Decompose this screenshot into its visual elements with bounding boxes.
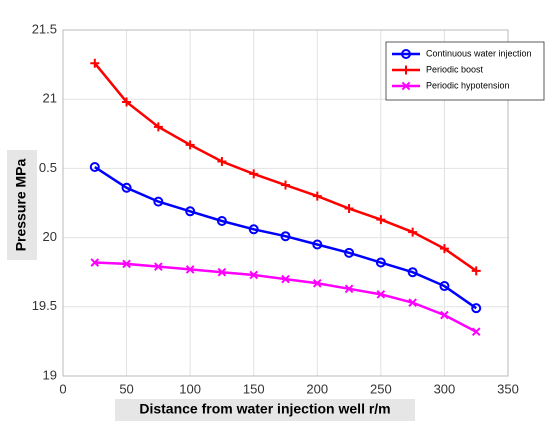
plot-border (62, 29, 509, 377)
x-label-box (115, 399, 415, 421)
marker (122, 259, 131, 269)
marker (471, 327, 481, 337)
marker (376, 290, 386, 299)
marker (471, 266, 481, 276)
marker (153, 122, 163, 132)
marker (312, 191, 322, 201)
marker (89, 162, 100, 173)
y-axis-title: Pressure MPa (13, 158, 29, 251)
marker (344, 204, 354, 214)
marker (249, 169, 259, 179)
marker (154, 262, 163, 271)
marker (312, 239, 323, 250)
y-tick-label: 0.5 (39, 160, 57, 175)
y-tick-label: 20 (43, 229, 57, 244)
marker (185, 140, 195, 150)
legend-marker (401, 81, 411, 91)
y-tick-label: 21 (43, 91, 57, 106)
marker (216, 215, 227, 226)
marker (281, 180, 290, 190)
legend: Continuous water injection Periodic boost… (385, 41, 545, 101)
marker (440, 310, 449, 320)
marker (471, 303, 482, 314)
legend-marker (401, 65, 411, 75)
marker (408, 227, 418, 237)
marker (344, 247, 355, 258)
marker (90, 258, 100, 267)
marker (121, 182, 132, 193)
marker (312, 278, 322, 288)
marker (185, 206, 196, 217)
marker (408, 298, 417, 307)
x-tick-label: 100 (179, 381, 201, 396)
marker (439, 281, 450, 292)
x-tick-label: 250 (370, 381, 392, 396)
y-tick-label: 19 (43, 367, 57, 382)
x-tick-label: 350 (497, 381, 519, 396)
marker (375, 257, 386, 268)
marker (376, 215, 386, 225)
marker (185, 265, 195, 274)
marker (249, 270, 259, 280)
x-tick-label: 150 (243, 381, 265, 396)
legend-marker (401, 49, 411, 59)
marker (153, 196, 164, 207)
legend-label: Periodic hypotension (426, 80, 510, 90)
y-label-box (7, 150, 37, 260)
marker (281, 274, 290, 284)
x-tick-label: 50 (119, 381, 133, 396)
x-tick-label: 0 (59, 381, 66, 396)
marker (248, 224, 259, 235)
marker (439, 244, 449, 254)
marker (122, 97, 132, 107)
y-tick-label: 19.5 (32, 298, 57, 313)
x-axis-title: Distance from water injection well r/m (139, 401, 390, 417)
y-tick-label: 21.5 (32, 21, 57, 36)
x-tick-label: 200 (306, 381, 328, 396)
marker (217, 267, 227, 277)
x-tick-label: 300 (434, 381, 456, 396)
marker (90, 58, 100, 68)
marker (407, 267, 418, 278)
marker (280, 231, 291, 242)
series-line (94, 165, 477, 310)
marker (217, 156, 227, 166)
marker (344, 284, 354, 294)
legend-label: Periodic boost (426, 64, 484, 74)
legend-label: Continuous water injection (426, 48, 532, 58)
